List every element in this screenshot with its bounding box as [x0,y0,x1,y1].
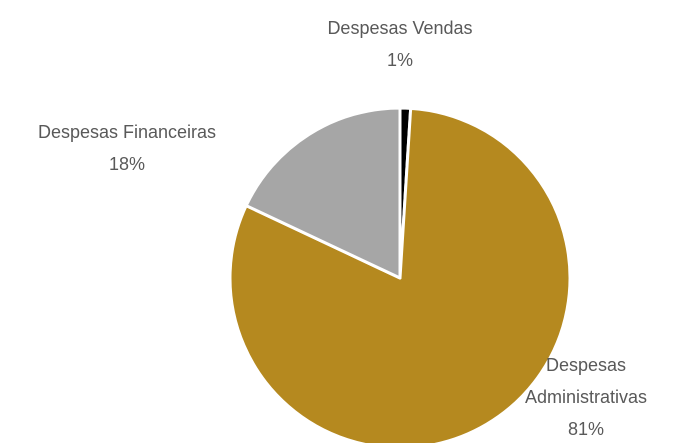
value-label: 1% [386,50,413,70]
pie-slice [228,106,572,443]
pie-slice [244,106,402,280]
category-label: Despesas Administrativas [524,355,648,407]
slice-label: Despesas Vendas 1% [270,12,530,76]
value-label: 81% [567,419,605,439]
slice-label: Despesas Financeiras 18% [0,116,257,180]
category-label: Despesas Vendas [327,18,473,38]
category-label: Despesas Financeiras [37,122,217,142]
slice-label: Despesas Administrativas 81% [501,349,671,445]
value-label: 18% [108,154,146,174]
